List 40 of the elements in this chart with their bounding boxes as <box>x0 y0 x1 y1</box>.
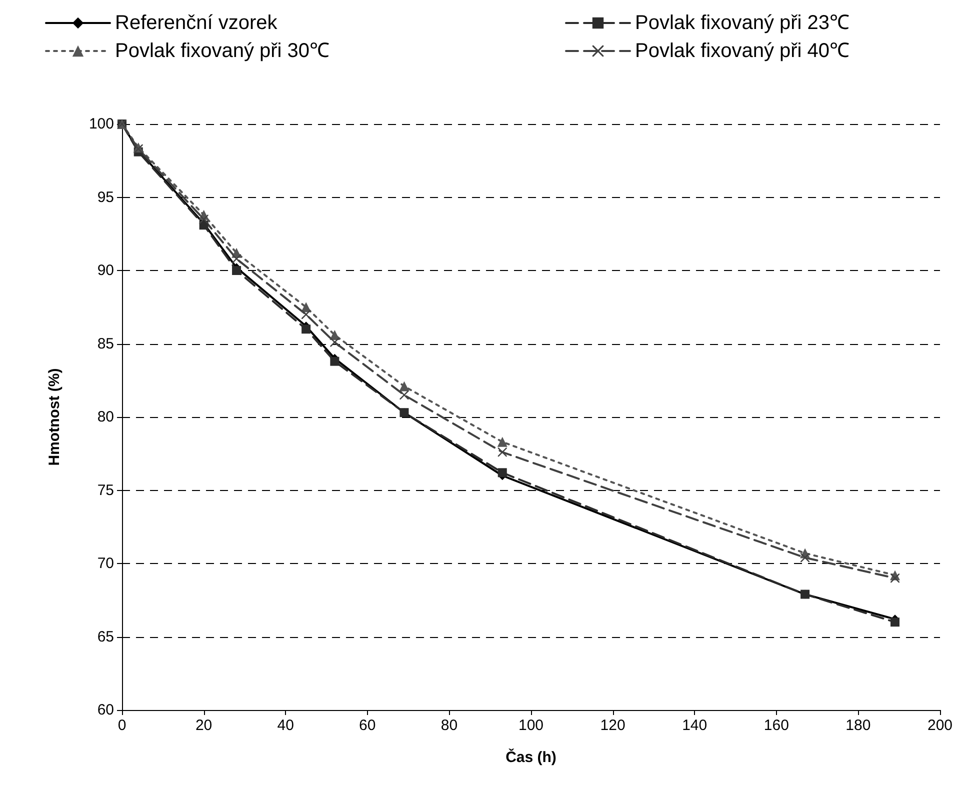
point <box>800 553 810 562</box>
y-tick-label: 95 <box>97 188 114 206</box>
point <box>497 436 508 447</box>
point <box>400 390 409 400</box>
point <box>330 356 340 366</box>
legend-label: Povlak fixovaný při 40℃ <box>635 40 850 62</box>
legend-label: Referenční vzorek <box>115 12 278 34</box>
y-tick-label: 75 <box>97 482 114 499</box>
y-tick-label: 70 <box>97 555 114 572</box>
x-tick-label: 80 <box>440 717 458 734</box>
y-tick-label: 90 <box>97 262 114 279</box>
x-tick-label: 180 <box>846 717 871 734</box>
point <box>232 266 242 275</box>
legend-label: Povlak fixovaný při 23℃ <box>635 12 850 34</box>
point <box>232 254 242 264</box>
x-tick-label: 120 <box>600 717 626 734</box>
x-tick-label: 140 <box>682 717 708 734</box>
x-axis-title: Čas (h) <box>506 748 556 766</box>
x-tick-label: 40 <box>277 717 294 734</box>
y-axis-title: Hmotnost (%) <box>46 368 63 466</box>
x-tick-label: 20 <box>195 717 212 734</box>
x-tick-label: 100 <box>518 717 544 734</box>
point <box>302 310 311 319</box>
x-tick-label: 60 <box>359 717 376 734</box>
x-tick-label: 0 <box>118 717 126 734</box>
point <box>330 338 340 347</box>
x-tick-label: 200 <box>927 717 953 734</box>
y-tick-label: 80 <box>97 408 114 426</box>
y-tick-label: 60 <box>97 702 114 718</box>
y-tick-label: 65 <box>97 628 114 646</box>
y-tick-label: 85 <box>97 335 114 352</box>
point <box>498 448 507 457</box>
y-tick-label: 100 <box>88 116 114 132</box>
point <box>890 618 900 627</box>
point <box>302 324 311 334</box>
legend-label: Povlak fixovaný při 30℃ <box>115 40 330 62</box>
point <box>890 574 900 583</box>
point <box>498 468 507 478</box>
point <box>399 381 410 392</box>
x-tick-label: 160 <box>764 717 789 734</box>
